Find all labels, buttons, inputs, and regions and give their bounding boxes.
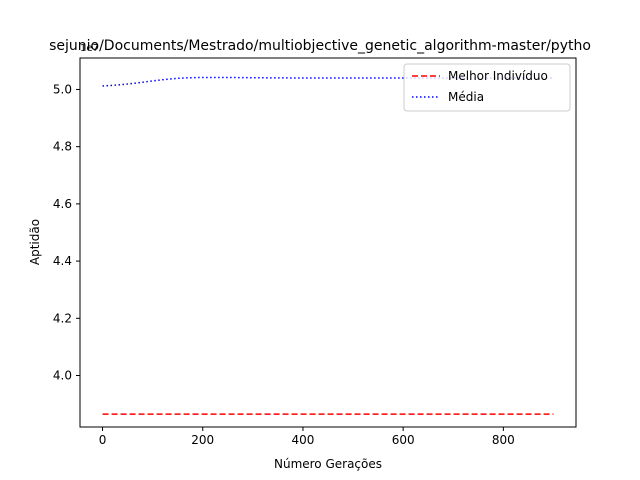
y-tick-label: 4.0 <box>53 369 72 383</box>
x-tick-label: 600 <box>392 433 415 447</box>
x-axis-label: Número Gerações <box>274 457 382 471</box>
y-tick-label: 4.2 <box>53 311 72 325</box>
legend-label-melhor-individuo: Melhor Indivíduo <box>448 69 548 83</box>
y-tick-label: 5.0 <box>53 82 72 96</box>
y-tick-label: 4.6 <box>53 197 72 211</box>
x-tick-label: 0 <box>99 433 107 447</box>
x-tick-label: 400 <box>291 433 314 447</box>
y-offset-label: 1e7 <box>80 43 99 54</box>
y-tick-label: 4.4 <box>53 254 72 268</box>
x-tick-label: 200 <box>191 433 214 447</box>
legend-label-media: Média <box>448 90 484 104</box>
ticks-layer: 0 200 400 600 800 4.0 4.2 4.4 4.6 4.8 5.0 <box>53 82 515 447</box>
axes-frame <box>79 57 577 428</box>
plot-area <box>80 58 576 427</box>
y-axis-label: Aptidão <box>28 219 42 265</box>
legend-box <box>403 63 571 112</box>
x-tick-label: 800 <box>492 433 515 447</box>
y-tick-label: 4.8 <box>53 140 72 154</box>
legend: Melhor Indivíduo Média <box>403 63 571 112</box>
chart-title: sejunio/Documents/Mestrado/multiobjectiv… <box>49 38 591 54</box>
